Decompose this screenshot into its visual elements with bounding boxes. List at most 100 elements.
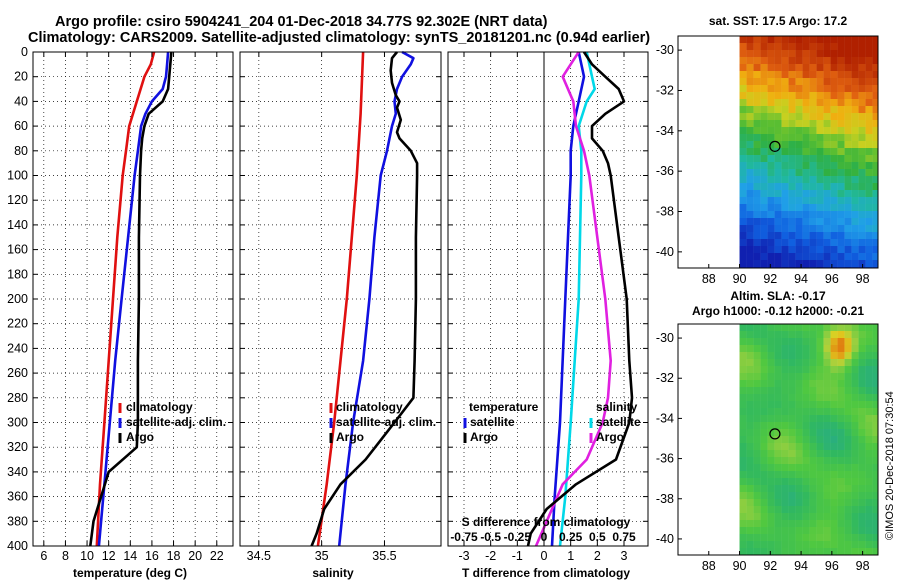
heatmap-cell bbox=[858, 408, 866, 415]
heatmap-cell bbox=[774, 85, 782, 92]
heatmap-cell bbox=[746, 169, 754, 176]
heatmap-cell bbox=[865, 204, 873, 211]
heatmap-cell bbox=[809, 218, 817, 225]
heatmap-cell bbox=[767, 492, 775, 499]
heatmap-cell bbox=[865, 436, 873, 443]
heatmap-cell bbox=[872, 50, 878, 57]
heatmap-cell bbox=[760, 141, 768, 148]
heatmap-cell bbox=[739, 401, 747, 408]
x-tick-label: 0 bbox=[541, 549, 548, 563]
heatmap-cell bbox=[865, 36, 873, 43]
heatmap-cell bbox=[788, 380, 796, 387]
heatmap-cell bbox=[830, 64, 838, 71]
heatmap-cell bbox=[851, 331, 859, 338]
heatmap-cell bbox=[781, 331, 789, 338]
heatmap-cell bbox=[788, 113, 796, 120]
heatmap-cell bbox=[809, 197, 817, 204]
heatmap-cell bbox=[781, 401, 789, 408]
heatmap-cell bbox=[858, 204, 866, 211]
heatmap-cell bbox=[767, 506, 775, 513]
y-tick-label: -36 bbox=[656, 452, 674, 466]
heatmap-cell bbox=[753, 450, 761, 457]
heatmap-cell bbox=[851, 232, 859, 239]
panel-sst_map: 88 90 92 94 96 98 -30 -32 -34 -36 -38 -40 sat. SST: … bbox=[656, 14, 879, 286]
heatmap-cell bbox=[767, 162, 775, 169]
heatmap-cell bbox=[837, 120, 845, 127]
heatmap-cell bbox=[774, 260, 782, 267]
heatmap-cell bbox=[802, 50, 810, 57]
panel-sla_map: 88 90 92 94 96 98 -30 -32 -34 -36 -38 -40 Altim. SLA… bbox=[656, 289, 879, 573]
heatmap-cell bbox=[837, 359, 845, 366]
heatmap-cell bbox=[788, 57, 796, 64]
heatmap-cell bbox=[809, 211, 817, 218]
heatmap-cell bbox=[774, 464, 782, 471]
heatmap-cell bbox=[774, 239, 782, 246]
heatmap-cell bbox=[760, 450, 768, 457]
heatmap-cell bbox=[830, 134, 838, 141]
heatmap-cell bbox=[809, 85, 817, 92]
heatmap-cell bbox=[858, 141, 866, 148]
y-tick-label: -30 bbox=[656, 43, 674, 57]
heatmap-cell bbox=[753, 92, 761, 99]
heatmap-cell bbox=[802, 527, 810, 534]
heatmap-cell bbox=[816, 394, 824, 401]
heatmap-cell bbox=[809, 148, 817, 155]
heatmap-cell bbox=[746, 471, 754, 478]
heatmap-cell bbox=[844, 422, 852, 429]
heatmap-cell bbox=[767, 366, 775, 373]
heatmap-cell bbox=[802, 155, 810, 162]
heatmap-cell bbox=[858, 548, 866, 555]
heatmap-cell bbox=[774, 141, 782, 148]
heatmap-cell bbox=[872, 324, 878, 331]
heatmap-cell bbox=[795, 408, 803, 415]
heatmap-cell bbox=[753, 78, 761, 85]
map-title: sat. SST: 17.5 Argo: 17.2 bbox=[709, 14, 848, 28]
heatmap-cell bbox=[816, 197, 824, 204]
heatmap-cell bbox=[830, 380, 838, 387]
heatmap-cell bbox=[816, 415, 824, 422]
heatmap-cell bbox=[823, 443, 831, 450]
heatmap-cell bbox=[830, 232, 838, 239]
heatmap-cell bbox=[865, 64, 873, 71]
heatmap-cell bbox=[823, 120, 831, 127]
heatmap-cell bbox=[865, 471, 873, 478]
heatmap-cell bbox=[844, 57, 852, 64]
heatmap-cell bbox=[746, 436, 754, 443]
heatmap-cell bbox=[865, 155, 873, 162]
heatmap-cell bbox=[746, 527, 754, 534]
heatmap-cell bbox=[753, 106, 761, 113]
heatmap-cell bbox=[774, 246, 782, 253]
heatmap-cell bbox=[760, 534, 768, 541]
heatmap-cell bbox=[851, 359, 859, 366]
heatmap-cell bbox=[844, 253, 852, 260]
heatmap-cell bbox=[809, 36, 817, 43]
heatmap-cell bbox=[802, 485, 810, 492]
heatmap-cell bbox=[809, 415, 817, 422]
heatmap-cell bbox=[781, 338, 789, 345]
heatmap-cell bbox=[781, 71, 789, 78]
heatmap-cell bbox=[739, 162, 747, 169]
x-axis-label: T difference from climatology bbox=[462, 566, 630, 580]
heatmap-cell bbox=[746, 478, 754, 485]
heatmap-cell bbox=[844, 92, 852, 99]
heatmap-cell bbox=[872, 520, 878, 527]
heatmap-cell bbox=[809, 359, 817, 366]
heatmap-cell bbox=[816, 43, 824, 50]
heatmap-cell bbox=[753, 204, 761, 211]
heatmap-cell bbox=[774, 513, 782, 520]
series-satellite-s bbox=[558, 51, 597, 547]
heatmap-cell bbox=[858, 394, 866, 401]
heatmap-cell bbox=[753, 548, 761, 555]
heatmap-cell bbox=[788, 429, 796, 436]
heatmap-cell bbox=[837, 78, 845, 85]
heatmap-cell bbox=[872, 260, 878, 267]
heatmap-cell bbox=[739, 331, 747, 338]
heatmap-cell bbox=[795, 148, 803, 155]
heatmap-cell bbox=[844, 499, 852, 506]
heatmap-cell bbox=[746, 520, 754, 527]
heatmap-cell bbox=[767, 260, 775, 267]
heatmap-cell bbox=[781, 134, 789, 141]
heatmap-cell bbox=[837, 148, 845, 155]
heatmap-cell bbox=[837, 134, 845, 141]
heatmap-cell bbox=[809, 246, 817, 253]
